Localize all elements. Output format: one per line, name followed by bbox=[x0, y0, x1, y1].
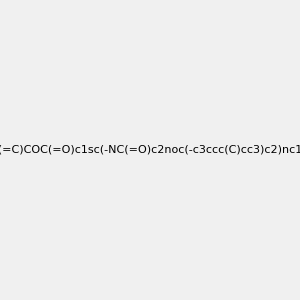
Text: C(=C)COC(=O)c1sc(-NC(=O)c2noc(-c3ccc(C)cc3)c2)nc1C: C(=C)COC(=O)c1sc(-NC(=O)c2noc(-c3ccc(C)c… bbox=[0, 145, 300, 155]
